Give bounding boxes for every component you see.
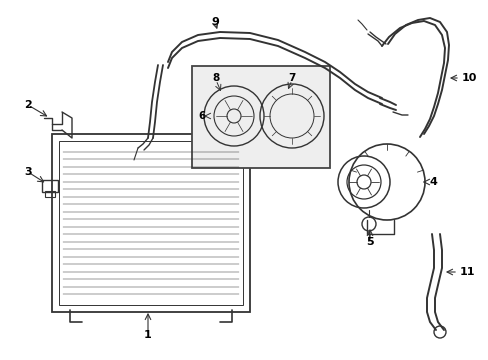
Bar <box>52 134 249 312</box>
Text: 3: 3 <box>24 167 32 177</box>
Text: 11: 11 <box>459 267 474 277</box>
Text: 10: 10 <box>461 73 476 83</box>
Bar <box>192 66 329 168</box>
Text: 1: 1 <box>144 330 152 340</box>
Text: 9: 9 <box>211 17 219 27</box>
Text: 7: 7 <box>288 73 295 83</box>
Text: 2: 2 <box>24 100 32 110</box>
Text: 4: 4 <box>429 177 437 187</box>
Text: 8: 8 <box>212 73 219 83</box>
Bar <box>59 141 243 305</box>
Bar <box>42 180 58 192</box>
Bar <box>45 191 55 197</box>
Text: 5: 5 <box>366 237 373 247</box>
Text: 6: 6 <box>198 111 205 121</box>
